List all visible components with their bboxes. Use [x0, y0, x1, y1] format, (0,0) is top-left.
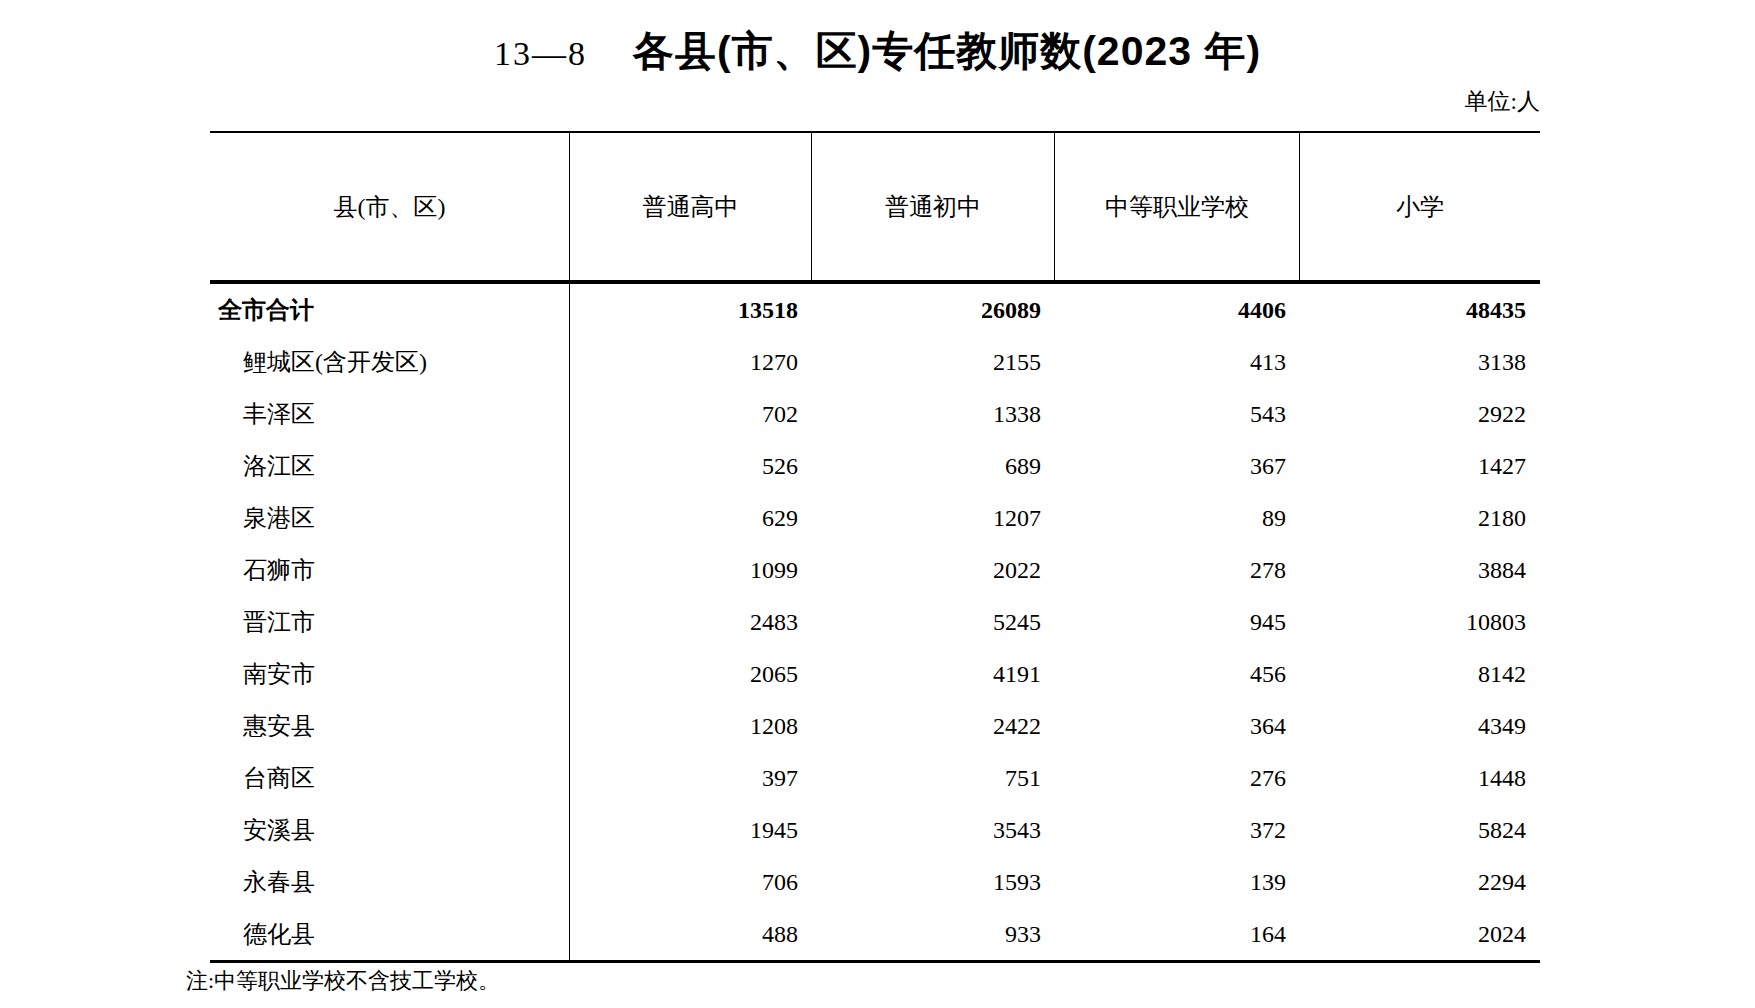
value-senior-high: 397	[570, 752, 812, 804]
table-body: 全市合计 13518 26089 4406 48435 鲤城区(含开发区) 12…	[210, 284, 1540, 960]
table-title: 各县(市、区)专任教师数(2023 年)	[633, 28, 1261, 74]
value-senior-high: 13518	[570, 284, 812, 336]
column-header-primary: 小学	[1300, 133, 1540, 280]
value-junior-high: 2022	[812, 544, 1055, 596]
value-senior-high: 1208	[570, 700, 812, 752]
value-junior-high: 1593	[812, 856, 1055, 908]
value-senior-high: 2483	[570, 596, 812, 648]
value-vocational: 4406	[1055, 284, 1300, 336]
column-header-senior-high: 普通高中	[570, 133, 812, 280]
region-name: 丰泽区	[210, 388, 570, 440]
region-name: 德化县	[210, 908, 570, 960]
value-vocational: 367	[1055, 440, 1300, 492]
region-name: 台商区	[210, 752, 570, 804]
value-vocational: 164	[1055, 908, 1300, 960]
table-row: 安溪县 1945 3543 372 5824	[210, 804, 1540, 856]
table-row-total: 全市合计 13518 26089 4406 48435	[210, 284, 1540, 336]
county-rows: 鲤城区(含开发区) 1270 2155 413 3138 丰泽区 702 133…	[210, 336, 1540, 960]
value-junior-high: 751	[812, 752, 1055, 804]
table-row: 晋江市 2483 5245 945 10803	[210, 596, 1540, 648]
region-name: 安溪县	[210, 804, 570, 856]
table-row: 洛江区 526 689 367 1427	[210, 440, 1540, 492]
table-row: 永春县 706 1593 139 2294	[210, 856, 1540, 908]
column-header-region: 县(市、区)	[210, 133, 570, 280]
value-primary: 3884	[1300, 544, 1540, 596]
value-senior-high: 1945	[570, 804, 812, 856]
yearbook-page: { "page": { "table_code": "13—8", "title…	[0, 0, 1755, 1008]
region-name: 惠安县	[210, 700, 570, 752]
value-primary: 3138	[1300, 336, 1540, 388]
value-vocational: 543	[1055, 388, 1300, 440]
value-senior-high: 702	[570, 388, 812, 440]
region-name: 泉港区	[210, 492, 570, 544]
table-row: 泉港区 629 1207 89 2180	[210, 492, 1540, 544]
value-vocational: 945	[1055, 596, 1300, 648]
unit-label: 单位:人	[1465, 86, 1540, 117]
value-primary: 10803	[1300, 596, 1540, 648]
value-vocational: 89	[1055, 492, 1300, 544]
column-header-vocational: 中等职业学校	[1055, 133, 1300, 280]
value-primary: 5824	[1300, 804, 1540, 856]
value-senior-high: 706	[570, 856, 812, 908]
value-junior-high: 2155	[812, 336, 1055, 388]
value-primary: 2024	[1300, 908, 1540, 960]
value-junior-high: 933	[812, 908, 1055, 960]
table-row: 南安市 2065 4191 456 8142	[210, 648, 1540, 700]
value-vocational: 456	[1055, 648, 1300, 700]
value-junior-high: 1338	[812, 388, 1055, 440]
region-name: 全市合计	[210, 284, 570, 336]
region-name: 洛江区	[210, 440, 570, 492]
value-primary: 48435	[1300, 284, 1540, 336]
value-primary: 8142	[1300, 648, 1540, 700]
value-vocational: 413	[1055, 336, 1300, 388]
value-junior-high: 4191	[812, 648, 1055, 700]
table-header-row: 县(市、区) 普通高中 普通初中 中等职业学校 小学	[210, 133, 1540, 284]
table-footnote: 注:中等职业学校不含技工学校。	[186, 966, 500, 996]
value-primary: 2180	[1300, 492, 1540, 544]
value-vocational: 276	[1055, 752, 1300, 804]
value-senior-high: 526	[570, 440, 812, 492]
value-vocational: 364	[1055, 700, 1300, 752]
value-vocational: 372	[1055, 804, 1300, 856]
region-name: 鲤城区(含开发区)	[210, 336, 570, 388]
value-primary: 2294	[1300, 856, 1540, 908]
value-junior-high: 2422	[812, 700, 1055, 752]
value-junior-high: 3543	[812, 804, 1055, 856]
value-primary: 1448	[1300, 752, 1540, 804]
region-name: 南安市	[210, 648, 570, 700]
value-primary: 2922	[1300, 388, 1540, 440]
value-senior-high: 629	[570, 492, 812, 544]
value-junior-high: 5245	[812, 596, 1055, 648]
table-row: 台商区 397 751 276 1448	[210, 752, 1540, 804]
value-senior-high: 1099	[570, 544, 812, 596]
table-row: 鲤城区(含开发区) 1270 2155 413 3138	[210, 336, 1540, 388]
table-code: 13—8	[494, 35, 587, 72]
table-row: 丰泽区 702 1338 543 2922	[210, 388, 1540, 440]
teachers-table: 县(市、区) 普通高中 普通初中 中等职业学校 小学 全市合计 13518 26…	[210, 131, 1540, 963]
region-name: 石狮市	[210, 544, 570, 596]
value-junior-high: 1207	[812, 492, 1055, 544]
page-title: 13—8 各县(市、区)专任教师数(2023 年)	[0, 24, 1755, 79]
value-junior-high: 26089	[812, 284, 1055, 336]
value-vocational: 139	[1055, 856, 1300, 908]
value-senior-high: 2065	[570, 648, 812, 700]
value-senior-high: 488	[570, 908, 812, 960]
value-primary: 4349	[1300, 700, 1540, 752]
column-header-junior-high: 普通初中	[812, 133, 1055, 280]
table-row: 惠安县 1208 2422 364 4349	[210, 700, 1540, 752]
region-name: 晋江市	[210, 596, 570, 648]
value-primary: 1427	[1300, 440, 1540, 492]
value-junior-high: 689	[812, 440, 1055, 492]
value-vocational: 278	[1055, 544, 1300, 596]
table-row: 石狮市 1099 2022 278 3884	[210, 544, 1540, 596]
region-name: 永春县	[210, 856, 570, 908]
table-row: 德化县 488 933 164 2024	[210, 908, 1540, 960]
value-senior-high: 1270	[570, 336, 812, 388]
